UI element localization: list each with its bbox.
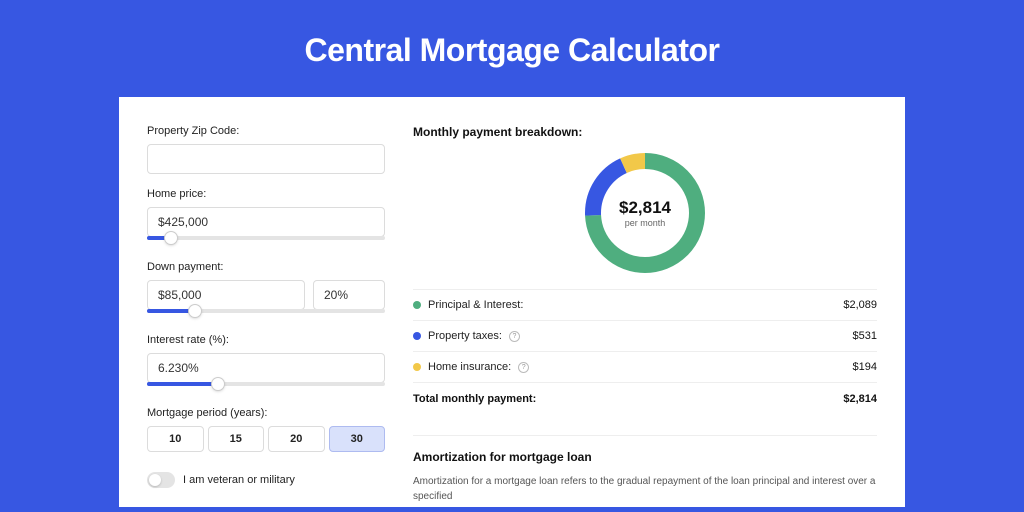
dot-principal: [413, 301, 421, 309]
donut-amount: $2,814: [619, 198, 671, 218]
form-column: Property Zip Code: Home price: Down paym…: [147, 125, 385, 507]
period-btn-15[interactable]: 15: [208, 426, 265, 452]
info-icon-taxes[interactable]: ?: [509, 331, 520, 342]
calculator-card: Property Zip Code: Home price: Down paym…: [119, 97, 905, 507]
legend-value-principal: $2,089: [843, 299, 877, 311]
label-interest: Interest rate (%):: [147, 334, 385, 346]
label-down-payment: Down payment:: [147, 261, 385, 273]
toggle-veteran[interactable]: [147, 472, 175, 488]
field-interest: Interest rate (%):: [147, 334, 385, 393]
breakdown-title: Monthly payment breakdown:: [413, 125, 877, 139]
label-period: Mortgage period (years):: [147, 407, 385, 419]
input-zip[interactable]: [147, 144, 385, 174]
field-down-payment: Down payment:: [147, 261, 385, 320]
field-home-price: Home price:: [147, 188, 385, 247]
amortization-text: Amortization for a mortgage loan refers …: [413, 474, 877, 504]
slider-thumb-home-price[interactable]: [165, 232, 177, 244]
page-title: Central Mortgage Calculator: [304, 32, 719, 69]
label-veteran: I am veteran or military: [183, 474, 295, 486]
legend-label-principal: Principal & Interest:: [428, 299, 523, 311]
legend-value-taxes: $531: [853, 330, 877, 342]
amortization-title: Amortization for mortgage loan: [413, 450, 877, 464]
dot-insurance: [413, 363, 421, 371]
slider-down-payment[interactable]: [147, 309, 385, 313]
legend-row-taxes: Property taxes: ? $531: [413, 320, 877, 351]
total-value: $2,814: [843, 393, 877, 405]
input-down-payment-amount[interactable]: [147, 280, 305, 310]
period-btn-30[interactable]: 30: [329, 426, 386, 452]
dot-taxes: [413, 332, 421, 340]
legend-value-insurance: $194: [853, 361, 877, 373]
breakdown-column: Monthly payment breakdown: $2,814 per mo…: [413, 125, 877, 507]
total-label: Total monthly payment:: [413, 393, 536, 405]
legend-label-insurance: Home insurance:: [428, 361, 511, 373]
period-group: 10 15 20 30: [147, 426, 385, 452]
slider-thumb-down-payment[interactable]: [189, 305, 201, 317]
legend-row-insurance: Home insurance: ? $194: [413, 351, 877, 382]
period-btn-20[interactable]: 20: [268, 426, 325, 452]
label-home-price: Home price:: [147, 188, 385, 200]
slider-interest[interactable]: [147, 382, 385, 386]
slider-thumb-interest[interactable]: [212, 378, 224, 390]
donut-chart: $2,814 per month: [585, 153, 705, 273]
donut-sublabel: per month: [625, 218, 666, 228]
input-down-payment-percent[interactable]: [313, 280, 385, 310]
amortization-section: Amortization for mortgage loan Amortizat…: [413, 435, 877, 504]
input-interest[interactable]: [147, 353, 385, 383]
field-zip: Property Zip Code:: [147, 125, 385, 174]
input-home-price[interactable]: [147, 207, 385, 237]
info-icon-insurance[interactable]: ?: [518, 362, 529, 373]
legend-label-taxes: Property taxes:: [428, 330, 502, 342]
slider-home-price[interactable]: [147, 236, 385, 240]
period-btn-10[interactable]: 10: [147, 426, 204, 452]
legend-row-principal: Principal & Interest: $2,089: [413, 289, 877, 320]
total-row: Total monthly payment: $2,814: [413, 382, 877, 415]
field-period: Mortgage period (years): 10 15 20 30: [147, 407, 385, 452]
label-zip: Property Zip Code:: [147, 125, 385, 137]
field-veteran: I am veteran or military: [147, 472, 385, 488]
